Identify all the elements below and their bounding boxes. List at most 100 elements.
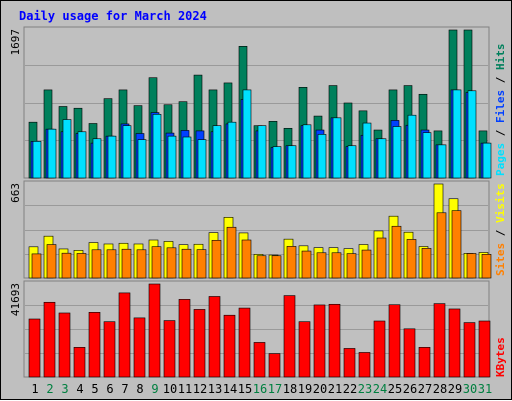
x-tick-label: 11	[178, 382, 192, 396]
sites-bar	[211, 239, 222, 279]
hits-legend: Pages / Files / Hits	[494, 44, 507, 177]
x-tick-label: 13	[208, 382, 222, 396]
pages-bar	[422, 132, 432, 179]
sites-bar	[391, 225, 402, 279]
x-tick-label: 10	[163, 382, 177, 396]
x-tick-label: 23	[358, 382, 372, 396]
pages-bar	[182, 136, 192, 179]
svg-text:Pages / Files / Hits: Pages / Files / Hits	[494, 44, 507, 177]
pages-bar	[377, 138, 387, 179]
sites-bar	[271, 255, 282, 279]
sites-bar	[406, 239, 417, 279]
pages-bar	[317, 134, 327, 179]
pages-bar	[437, 144, 447, 179]
legend-kbytes: KBytes	[494, 337, 507, 377]
kbytes-bar	[28, 318, 41, 378]
x-tick-label: 21	[328, 382, 342, 396]
sites-bar	[196, 249, 207, 279]
x-tick-label: 18	[283, 382, 297, 396]
x-tick-label: 27	[418, 382, 432, 396]
pages-bar	[347, 145, 357, 179]
sites-bar	[481, 254, 492, 279]
x-tick-label: 3	[61, 382, 68, 396]
sites-bar	[31, 253, 42, 279]
kbytes-bar	[253, 342, 266, 378]
hits-ymax-label: 1697	[9, 29, 22, 56]
x-tick-label: 4	[76, 382, 83, 396]
pages-bar	[362, 122, 372, 179]
x-tick-label: 30	[463, 382, 477, 396]
sites-bar	[136, 249, 147, 279]
sites-bar	[241, 239, 252, 279]
sites-bar	[181, 248, 192, 279]
pages-bar	[257, 125, 267, 179]
x-axis-labels: 1 2 3 4 5 6 7 8 9 10 11 12 13 14 15 16 17 18 19 20 21 22 23 24 2…	[31, 382, 492, 396]
legend-separator: /	[494, 70, 507, 90]
svg-text:KBytes: KBytes	[494, 337, 507, 377]
kbytes-bar	[163, 320, 176, 378]
sites-bar	[301, 250, 312, 279]
pages-bar	[332, 117, 342, 179]
pages-bar	[77, 131, 87, 179]
pages-bar	[122, 125, 132, 179]
pages-bar	[92, 138, 102, 179]
sites-bar	[121, 248, 132, 279]
pages-bar	[62, 119, 72, 179]
kbytes-bar	[118, 292, 131, 378]
kbytes-bar	[103, 321, 116, 378]
legend-files: Files	[494, 90, 507, 123]
kbytes-bar	[298, 321, 311, 378]
x-tick-label: 29	[448, 382, 462, 396]
legend-hits: Hits	[494, 44, 507, 71]
x-tick-label: 2	[46, 382, 53, 396]
x-tick-label: 5	[91, 382, 98, 396]
pages-bar	[242, 89, 252, 179]
legend-pages: Pages	[494, 143, 507, 176]
x-tick-label: 9	[151, 382, 158, 396]
x-tick-label: 6	[106, 382, 113, 396]
kbytes-bar	[343, 348, 356, 378]
sites-bar	[256, 255, 267, 279]
visits-legend: Sites / Visits	[494, 183, 507, 276]
x-tick-label: 14	[223, 382, 237, 396]
sites-bar	[466, 253, 477, 279]
kbytes-bar	[418, 347, 431, 378]
x-tick-label: 1	[31, 382, 38, 396]
pages-bar	[107, 135, 117, 179]
kbytes-bar	[373, 320, 386, 378]
kbytes-bar	[388, 304, 401, 378]
sites-bar	[76, 253, 87, 279]
kbytes-bar	[58, 312, 71, 378]
legend-sites: Sites	[494, 243, 507, 276]
kbytes-bar	[313, 304, 326, 378]
sites-bar	[436, 212, 447, 279]
sites-bar	[61, 252, 72, 279]
pages-bar	[212, 125, 222, 179]
legend-separator: /	[494, 223, 507, 243]
sites-bar	[106, 249, 117, 279]
x-tick-label: 28	[433, 382, 447, 396]
legend-visits: Visits	[494, 183, 507, 223]
x-tick-label: 26	[403, 382, 417, 396]
kbytes-bar	[448, 308, 461, 378]
x-tick-label: 17	[268, 382, 282, 396]
x-tick-label: 7	[121, 382, 128, 396]
pages-bar	[152, 114, 162, 179]
sites-bar	[151, 246, 162, 279]
x-tick-label: 25	[388, 382, 402, 396]
x-tick-label: 19	[298, 382, 312, 396]
sites-bar	[286, 246, 297, 279]
kbytes-bar	[208, 296, 221, 378]
kbytes-bar	[283, 295, 296, 378]
sites-bar	[226, 226, 237, 279]
kbytes-bar	[328, 303, 341, 378]
pages-bar	[47, 128, 57, 179]
x-tick-label: 22	[343, 382, 357, 396]
kbytes-bar	[193, 309, 206, 378]
pages-bar	[392, 126, 402, 179]
svg-text:Sites / Visits: Sites / Visits	[494, 183, 507, 276]
pages-bar	[227, 121, 237, 179]
x-tick-label: 31	[478, 382, 492, 396]
kbytes-bar	[358, 352, 371, 378]
